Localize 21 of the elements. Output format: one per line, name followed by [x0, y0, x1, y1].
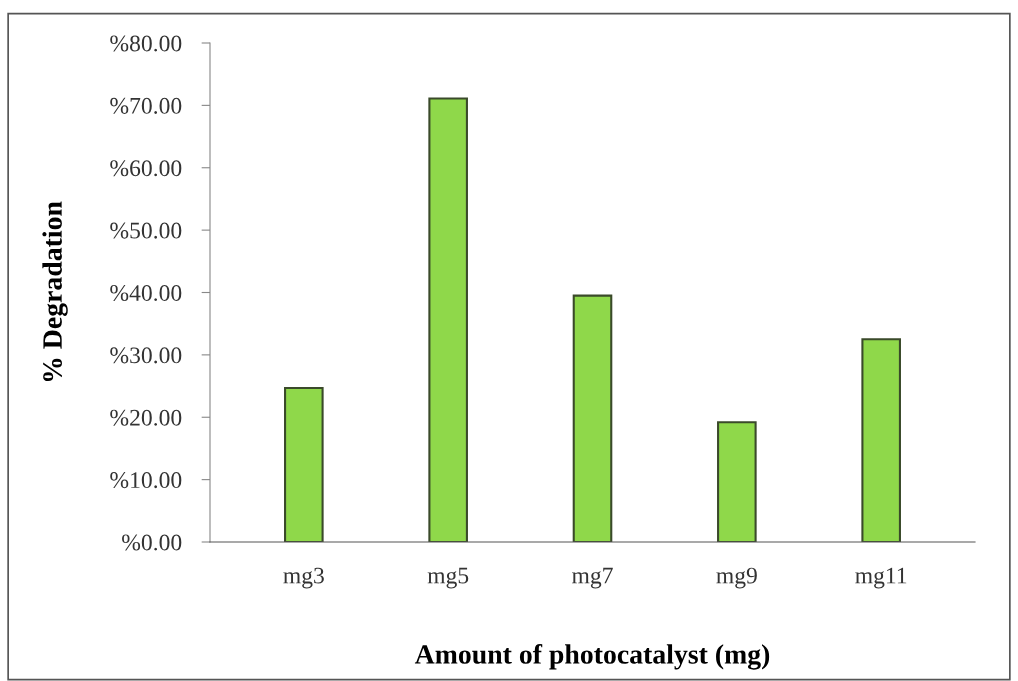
- x-tick-label: mg7: [572, 567, 613, 589]
- y-tick-label: %20.00: [110, 409, 182, 426]
- x-tick-label: mg5: [427, 567, 469, 589]
- y-tick-label: %30.00: [110, 347, 182, 364]
- y-tick-label: %50.00: [110, 222, 182, 239]
- x-tick-label: mg11: [855, 567, 907, 589]
- bar: [572, 294, 613, 542]
- y-tick-label: %10.00: [110, 472, 182, 489]
- y-tick-label: %70.00: [110, 97, 182, 114]
- bar: [717, 421, 757, 542]
- y-axis-title: % Degradation: [42, 201, 68, 382]
- bar: [284, 386, 324, 542]
- bar: [428, 97, 468, 542]
- y-tick-label: %60.00: [110, 160, 182, 177]
- y-tick-label: %0.00: [122, 534, 182, 551]
- y-tick-label: %80.00: [110, 35, 182, 52]
- bar: [861, 338, 901, 542]
- x-tick-label: mg3: [283, 567, 324, 589]
- x-axis-title: Amount of photocatalyst (mg): [414, 643, 770, 670]
- x-tick-label: mg9: [716, 567, 757, 589]
- y-tick-label: %40.00: [110, 284, 182, 302]
